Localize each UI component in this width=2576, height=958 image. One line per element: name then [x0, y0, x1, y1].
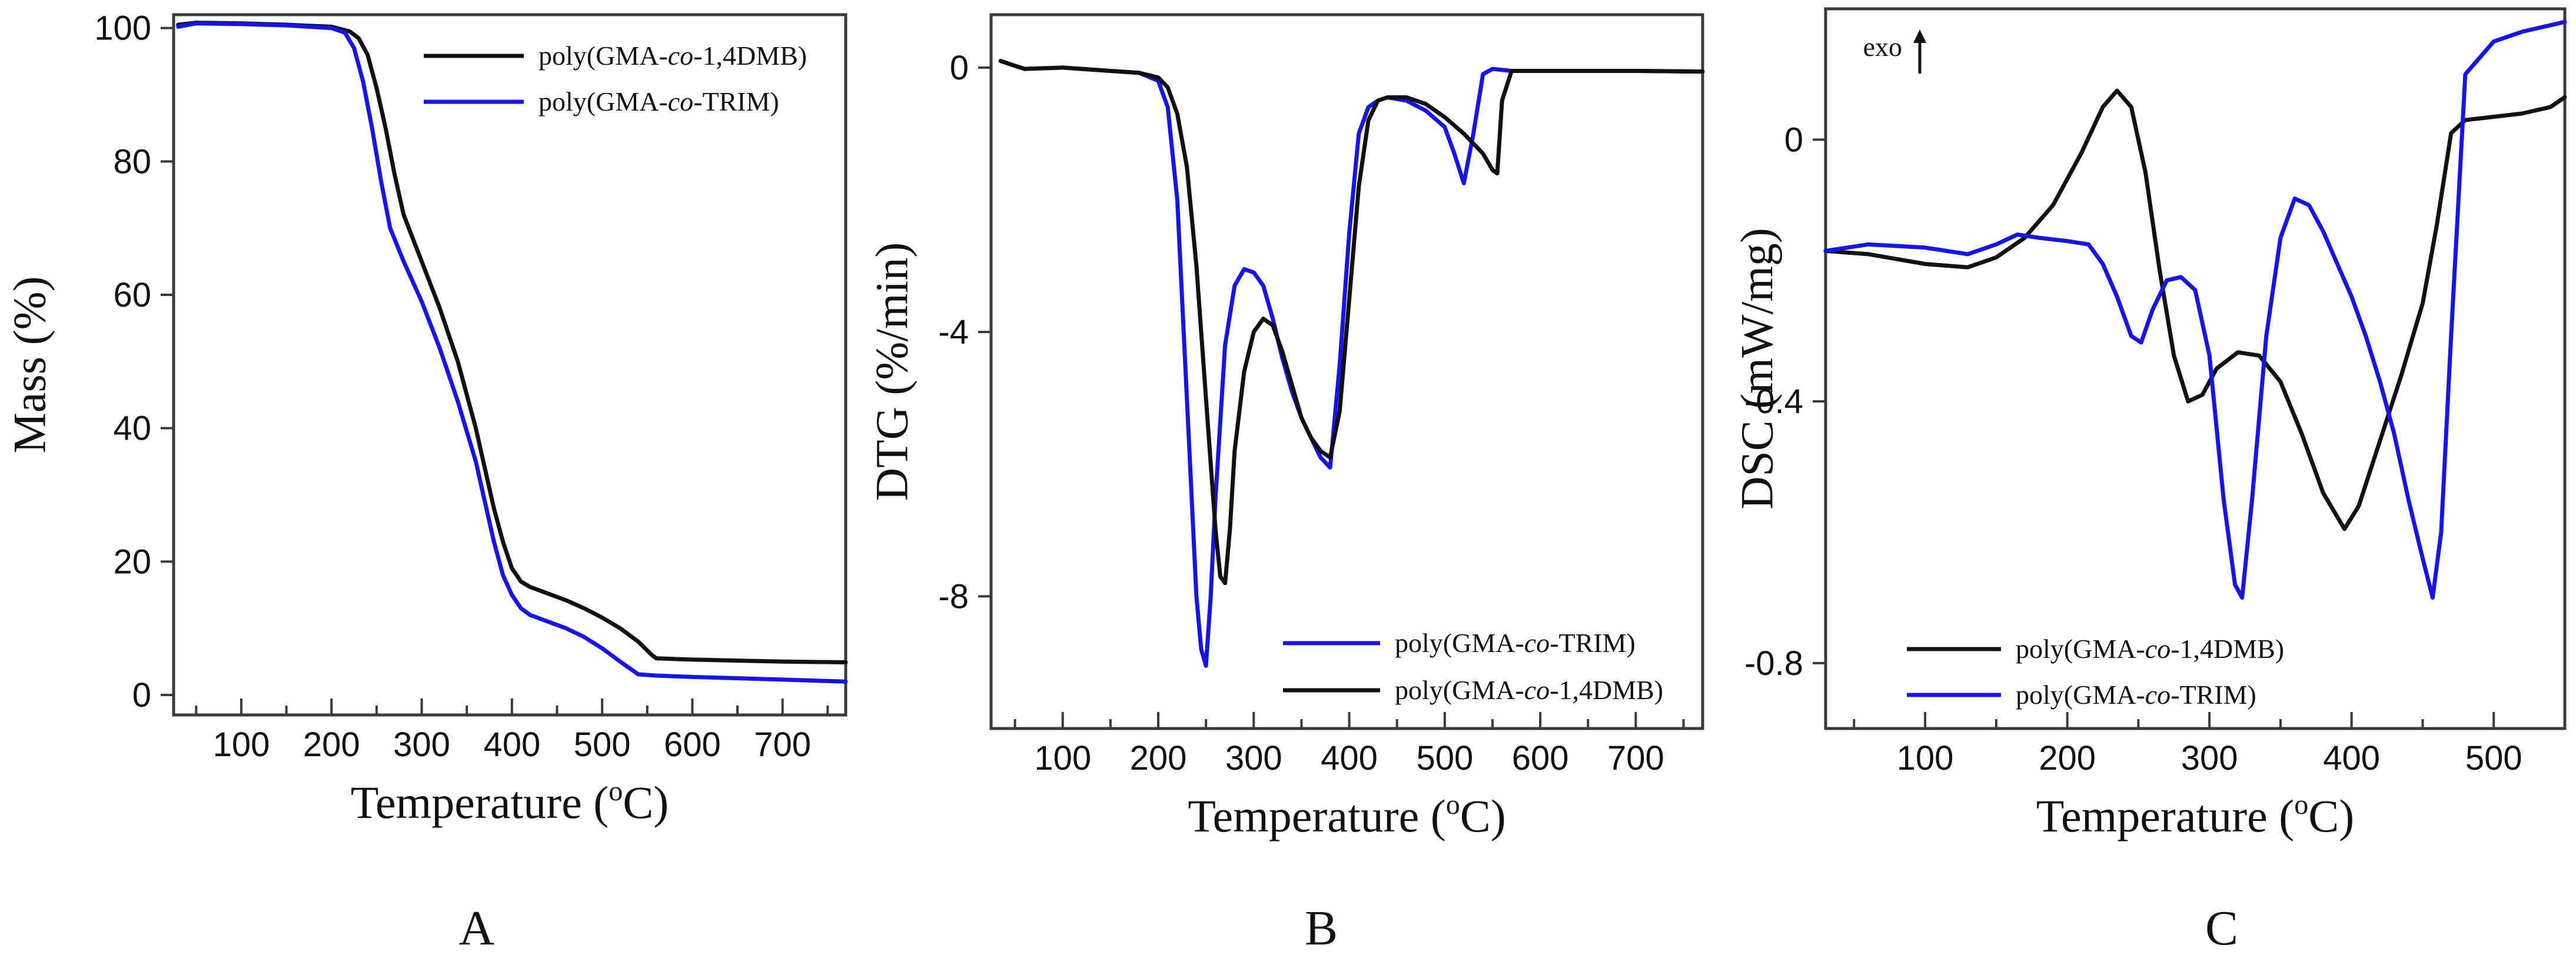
x-tick-label: 200	[2039, 739, 2096, 777]
legend-label: poly(GMA-co-1,4DMB)	[1395, 675, 1663, 705]
y-tick-label: -8	[938, 577, 969, 616]
panel-label: C	[2205, 901, 2238, 956]
y-tick-label: -0.8	[1744, 644, 1803, 683]
plot-frame	[989, 13, 1704, 730]
y-tick-label: 40	[113, 410, 151, 448]
x-tick-label: 700	[754, 726, 811, 764]
y-axis-label: DSC (mW/mg)	[1731, 228, 1783, 510]
x-tick-label: 100	[1897, 739, 1954, 777]
x-tick-label: 100	[1034, 739, 1091, 777]
chart-panel-c: 100 200 300 400 500 0 -0.4 -0.8 Temperature (oC)…	[1731, 7, 2567, 956]
exo-arrowhead-icon	[1913, 29, 1926, 43]
series-line-poly-gma-co-trim	[1823, 19, 2567, 600]
x-axis-label: Temperature (oC)	[2036, 789, 2354, 841]
x-tick-label: 100	[213, 726, 270, 764]
x-tick-label: 400	[2323, 739, 2380, 777]
y-tick-label: 60	[113, 276, 151, 314]
y-tick-label: 100	[94, 9, 151, 48]
panel-label: A	[459, 901, 495, 956]
plot-frame	[1824, 7, 2567, 730]
x-tick-label: 700	[1607, 739, 1664, 777]
x-tick-label: 500	[574, 726, 631, 764]
legend-label: poly(GMA-co-1,4DMB)	[539, 41, 807, 71]
x-tick-label: 300	[1225, 739, 1282, 777]
y-tick-label: 20	[113, 543, 151, 581]
x-tick-label: 300	[393, 726, 450, 764]
x-tick-label: 300	[2181, 739, 2238, 777]
y-tick-label: -4	[938, 313, 969, 351]
y-axis-label: Mass (%)	[4, 276, 55, 453]
y-axis-label: DTG (%/min)	[866, 242, 918, 501]
x-tick-label: 600	[1512, 739, 1569, 777]
legend-label: poly(GMA-co-1,4DMB)	[2016, 634, 2284, 664]
y-tick-label: 0	[950, 49, 969, 87]
y-tick-label: 80	[113, 142, 151, 181]
legend-label: poly(GMA-co-TRIM)	[2016, 680, 2256, 710]
x-tick-label: 500	[2465, 739, 2522, 777]
plot-frame	[172, 13, 847, 717]
panel-label: B	[1305, 901, 1338, 956]
series-line-poly-gma-co-1-4dmb	[1823, 88, 2567, 531]
x-tick-label: 400	[1321, 739, 1378, 777]
x-tick-label: 200	[303, 726, 360, 764]
x-axis-label: Temperature (oC)	[351, 776, 669, 828]
x-tick-label: 500	[1416, 739, 1473, 777]
x-axis-label: Temperature (oC)	[1188, 789, 1505, 841]
x-tick-label: 400	[483, 726, 540, 764]
chart-panel-b: 100 200 300 400 500 600 700 0 -4 -8 Temperature (o…	[866, 13, 1705, 956]
series-line-poly-gma-co-1-4dmb	[176, 21, 848, 664]
chart-panel-a: 100 200 300 400 500 600 700 0 20 40 60 80 100 Tempera…	[4, 9, 848, 956]
series-line-poly-gma-co-trim	[176, 21, 848, 684]
legend-label: poly(GMA-co-TRIM)	[539, 87, 779, 117]
y-tick-label: -0.4	[1744, 382, 1803, 421]
x-tick-label: 200	[1130, 739, 1187, 777]
legend-label: poly(GMA-co-TRIM)	[1395, 628, 1636, 658]
x-tick-label: 600	[664, 726, 721, 764]
exo-annotation: exo	[1863, 32, 1902, 62]
series-line-poly-gma-co-1-4dmb	[998, 59, 1705, 586]
y-tick-label: 0	[132, 676, 151, 714]
y-tick-label: 0	[1784, 121, 1803, 159]
series-line-poly-gma-co-trim	[998, 59, 1705, 668]
